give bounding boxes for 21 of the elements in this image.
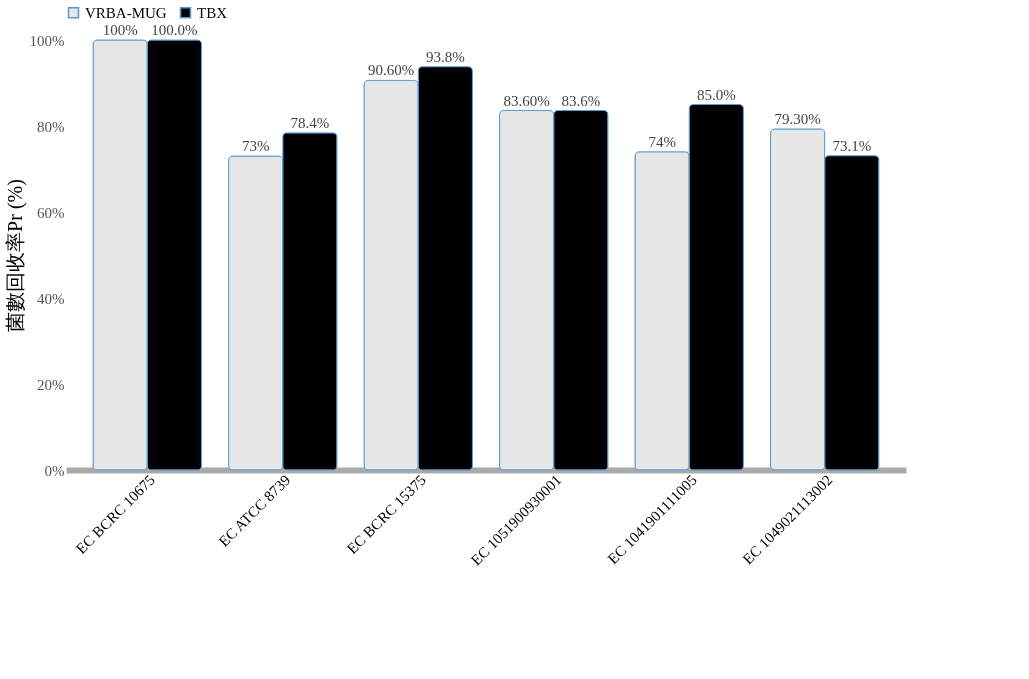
data-label: 100.0% [151,22,198,38]
data-label: 73% [241,138,270,155]
y-tick-label: 40% [37,290,65,307]
y-axis-title: 菌數回收率Pr (%) [3,179,27,332]
data-label: 90.60% [368,62,415,79]
y-tick-label: 80% [37,118,65,135]
data-label: 93.8% [425,48,465,65]
y-tick-label: 60% [37,204,65,221]
y-tick-label: 0% [44,462,65,479]
data-label: 85.0% [696,86,736,103]
data-label: 83.6% [561,92,601,109]
data-label: 79.30% [774,111,821,128]
data-label: 78.4% [290,114,330,131]
legend-label: TBX [197,4,228,21]
data-label: 83.60% [503,92,550,109]
y-tick-label: 20% [37,376,65,393]
data-label: 74% [648,133,676,150]
legend-label: VRBA-MUG [85,4,167,21]
data-label: 100% [102,22,138,38]
data-label: 73.1% [832,137,872,154]
y-tick-label: 100% [29,32,65,49]
